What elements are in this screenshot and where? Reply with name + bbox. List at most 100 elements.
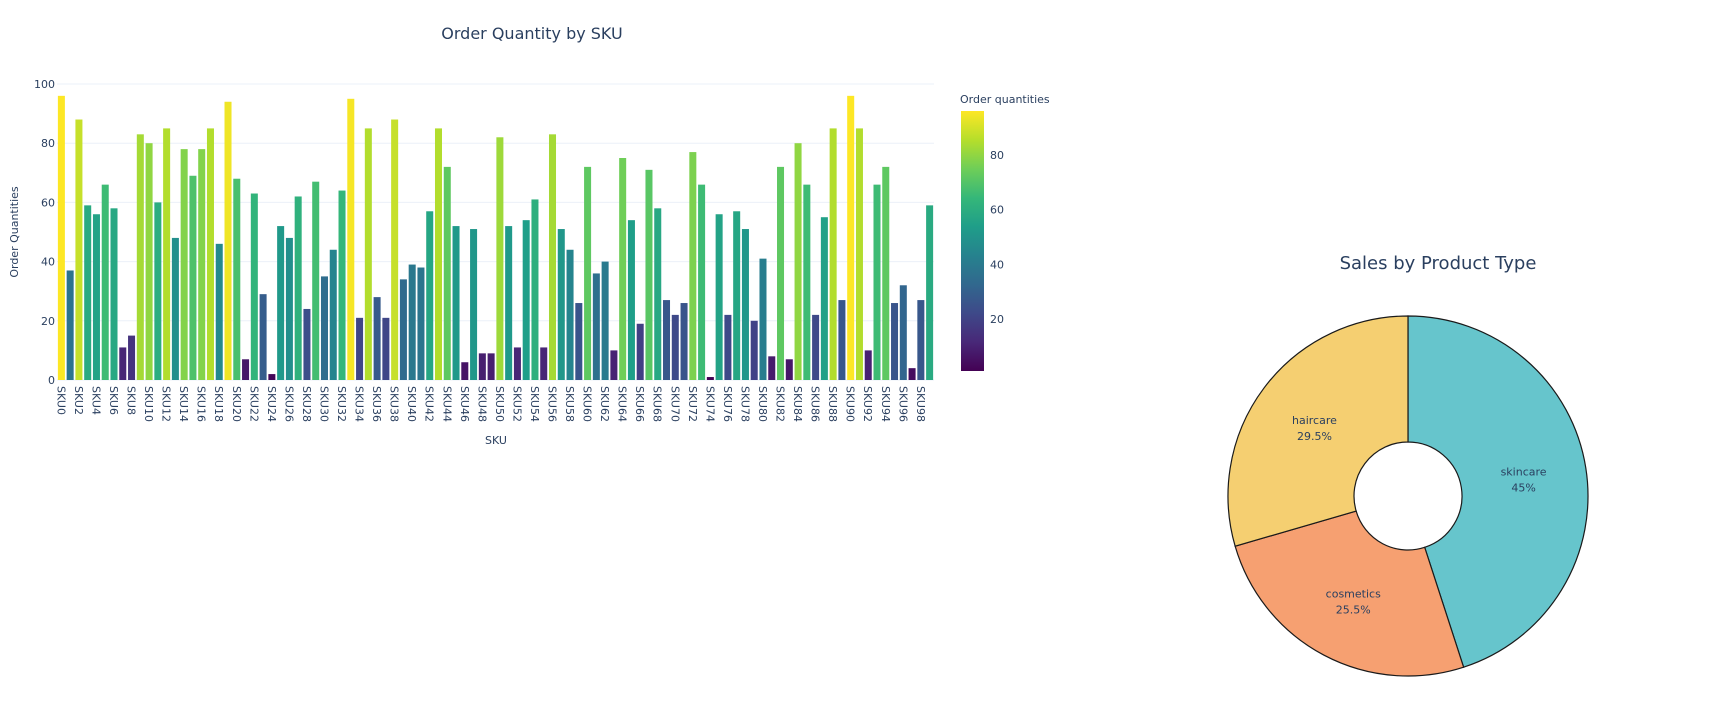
bar[interactable] <box>706 377 714 380</box>
bar[interactable] <box>785 359 793 380</box>
bar[interactable] <box>426 211 434 380</box>
bar[interactable] <box>470 229 478 380</box>
bar[interactable] <box>382 317 390 380</box>
bar[interactable] <box>452 226 460 380</box>
bar[interactable] <box>671 314 679 380</box>
bar[interactable] <box>443 166 451 380</box>
bar[interactable] <box>899 285 907 380</box>
bar[interactable] <box>391 119 399 381</box>
bar[interactable] <box>680 303 688 380</box>
bar[interactable] <box>329 249 337 380</box>
bar[interactable] <box>540 347 548 380</box>
bar[interactable] <box>768 356 776 380</box>
bar[interactable] <box>145 143 153 380</box>
bar[interactable] <box>347 98 355 381</box>
bar[interactable] <box>101 184 109 380</box>
bar[interactable] <box>496 137 504 380</box>
bar[interactable] <box>215 243 223 380</box>
bar[interactable] <box>689 152 697 380</box>
bar[interactable] <box>277 226 285 380</box>
bar[interactable] <box>794 143 802 380</box>
bar[interactable] <box>531 199 539 380</box>
bar[interactable] <box>163 128 171 380</box>
bar[interactable] <box>750 320 758 380</box>
bar[interactable] <box>584 166 592 380</box>
bar[interactable] <box>119 347 127 380</box>
bar[interactable] <box>566 249 574 380</box>
bar[interactable] <box>57 95 65 380</box>
bar[interactable] <box>136 134 144 380</box>
bar[interactable] <box>592 273 600 380</box>
bar[interactable] <box>180 149 188 380</box>
bar[interactable] <box>759 258 767 380</box>
bar[interactable] <box>601 261 609 380</box>
bar[interactable] <box>908 368 916 380</box>
bar[interactable] <box>250 193 258 380</box>
bar[interactable] <box>189 175 197 380</box>
bar[interactable] <box>478 353 486 380</box>
bar[interactable] <box>645 169 653 380</box>
bar[interactable] <box>285 237 293 380</box>
bar[interactable] <box>917 300 925 380</box>
bar[interactable] <box>373 297 381 380</box>
bar[interactable] <box>864 350 872 380</box>
bar[interactable] <box>320 276 328 380</box>
bar[interactable] <box>268 374 276 380</box>
bar[interactable] <box>198 149 206 380</box>
bar[interactable] <box>303 308 311 380</box>
bar[interactable] <box>803 184 811 380</box>
bar[interactable] <box>399 279 407 380</box>
bar[interactable] <box>224 101 232 380</box>
bar[interactable] <box>513 347 521 380</box>
bar[interactable] <box>557 229 565 380</box>
bar[interactable] <box>206 128 214 380</box>
bar[interactable] <box>724 314 732 380</box>
bar[interactable] <box>741 229 749 380</box>
bar[interactable] <box>882 166 890 380</box>
bar[interactable] <box>75 119 83 381</box>
bar[interactable] <box>610 350 618 380</box>
bar[interactable] <box>505 226 513 380</box>
bar[interactable] <box>461 362 469 380</box>
bar[interactable] <box>698 184 706 380</box>
bar[interactable] <box>812 314 820 380</box>
bar[interactable] <box>242 359 250 380</box>
donut-slice-haircare[interactable] <box>1227 315 1409 547</box>
bar[interactable] <box>575 303 583 380</box>
bar[interactable] <box>733 211 741 380</box>
bar[interactable] <box>548 134 557 380</box>
bar[interactable] <box>66 270 74 380</box>
bar[interactable] <box>847 95 855 380</box>
bar[interactable] <box>356 317 364 380</box>
bar[interactable] <box>294 196 302 380</box>
bar[interactable] <box>154 202 162 380</box>
donut-slice-skincare[interactable] <box>1407 315 1589 668</box>
bar[interactable] <box>855 128 863 380</box>
bar[interactable] <box>838 300 846 380</box>
bar[interactable] <box>233 178 241 380</box>
bar[interactable] <box>926 205 934 380</box>
bar[interactable] <box>84 205 92 380</box>
bar[interactable] <box>259 294 267 380</box>
bar[interactable] <box>128 335 136 380</box>
bar[interactable] <box>364 128 372 380</box>
bar[interactable] <box>829 128 837 380</box>
bar[interactable] <box>663 300 671 380</box>
bar[interactable] <box>92 214 100 380</box>
bar[interactable] <box>434 128 443 380</box>
bar[interactable] <box>777 166 785 380</box>
bar[interactable] <box>417 267 425 380</box>
bar[interactable] <box>110 208 118 380</box>
bar[interactable] <box>820 217 828 380</box>
bar[interactable] <box>715 214 723 380</box>
bar[interactable] <box>487 353 495 380</box>
bar[interactable] <box>522 220 530 380</box>
donut-slice-cosmetics[interactable] <box>1234 510 1465 677</box>
bar[interactable] <box>891 303 899 380</box>
bar[interactable] <box>408 264 416 380</box>
bar[interactable] <box>619 158 627 380</box>
bar[interactable] <box>654 208 662 380</box>
bar[interactable] <box>338 190 346 380</box>
bar[interactable] <box>873 184 881 380</box>
bar[interactable] <box>636 323 644 380</box>
